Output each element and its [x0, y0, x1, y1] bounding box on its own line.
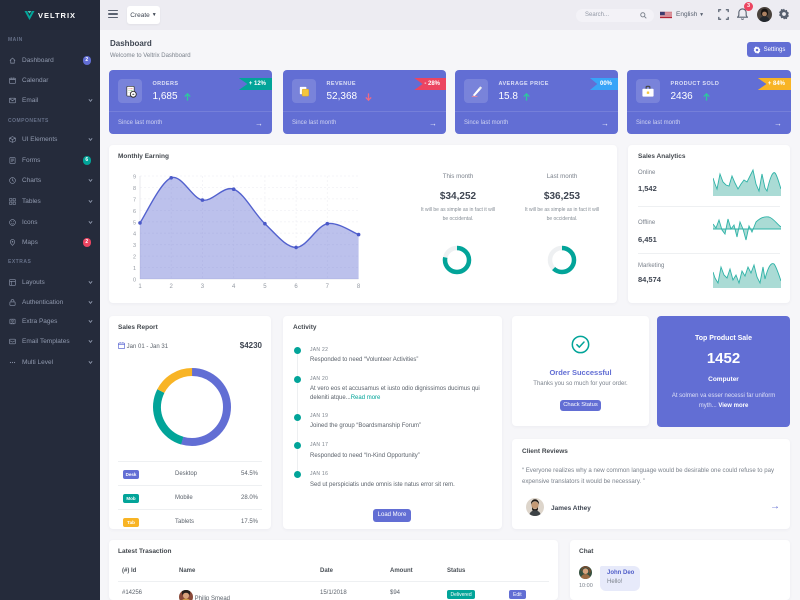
svg-text:6: 6	[294, 284, 298, 290]
svg-text:0: 0	[133, 278, 136, 284]
svg-text:3: 3	[133, 243, 136, 249]
svg-text:2: 2	[170, 284, 174, 290]
svg-text:9: 9	[133, 175, 136, 181]
svg-text:2: 2	[133, 255, 136, 261]
svg-text:7: 7	[133, 197, 136, 203]
svg-text:7: 7	[326, 284, 330, 290]
svg-text:4: 4	[232, 284, 236, 290]
svg-text:4: 4	[133, 232, 136, 238]
svg-text:1: 1	[138, 284, 142, 290]
svg-text:3: 3	[201, 284, 205, 290]
svg-text:8: 8	[357, 284, 361, 290]
svg-text:6: 6	[133, 209, 136, 215]
svg-text:5: 5	[263, 284, 267, 290]
svg-text:1: 1	[133, 266, 136, 272]
svg-text:5: 5	[133, 220, 136, 226]
svg-text:8: 8	[133, 186, 136, 192]
